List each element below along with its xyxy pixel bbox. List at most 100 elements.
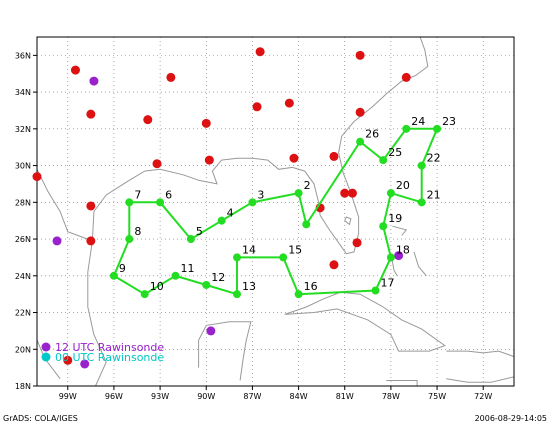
waypoint-label: 7 (134, 188, 141, 201)
lon-tick-label: 75W (428, 392, 446, 401)
waypoint-marker (125, 198, 134, 207)
lat-tick-label: 26N (15, 235, 31, 244)
rawinsonde-station-marker (289, 153, 299, 163)
coastline (284, 291, 446, 352)
rawinsonde-station-marker (347, 188, 357, 198)
waypoint-label: 24 (411, 115, 425, 128)
waypoint-marker (294, 189, 303, 198)
waypoint-marker (386, 253, 395, 262)
rawinsonde-station-marker (340, 188, 350, 198)
waypoint-label: 6 (165, 188, 172, 201)
rawinsonde-station-marker (329, 151, 339, 161)
coastline (413, 251, 427, 277)
waypoint-marker (417, 198, 426, 207)
lat-tick-label: 36N (15, 51, 31, 60)
rawinsonde-station-marker (204, 155, 214, 165)
waypoint-marker (371, 286, 380, 295)
waypoint-label: 20 (396, 179, 410, 192)
rawinsonde-station-marker (355, 107, 365, 117)
coastline (392, 225, 408, 236)
rawinsonde-station-marker (143, 115, 153, 125)
waypoint-marker (125, 235, 134, 244)
waypoint-marker (386, 189, 395, 198)
waypoint-marker (417, 161, 426, 170)
lon-tick-label: 96W (105, 392, 123, 401)
lon-tick-label: 81W (336, 392, 354, 401)
waypoint-label: 4 (227, 207, 234, 220)
legend-00utc-label: 00 UTC Rawinsonde (55, 351, 164, 364)
lon-tick-label: 99W (59, 392, 77, 401)
waypoint-label: 5 (196, 225, 203, 238)
waypoint-label: 8 (134, 225, 141, 238)
waypoint-label: 12 (211, 271, 225, 284)
rawinsonde-station-marker (70, 65, 80, 75)
rawinsonde-stations (32, 47, 411, 369)
lon-tick-label: 87W (243, 392, 261, 401)
coastline (36, 169, 93, 242)
lon-tick-label: 72W (474, 392, 492, 401)
rawinsonde-station-marker (63, 355, 73, 365)
waypoint-marker (202, 280, 211, 289)
waypoint-marker (233, 253, 242, 262)
waypoint-label: 15 (288, 243, 302, 256)
rawinsonde-station-marker (206, 326, 216, 336)
waypoint-marker (109, 271, 118, 280)
lat-tick-label: 20N (15, 345, 31, 354)
lon-tick-label: 93W (151, 392, 169, 401)
waypoint-label: 23 (442, 115, 456, 128)
waypoint-marker (156, 198, 165, 207)
waypoint-marker (171, 271, 180, 280)
waypoint-marker (402, 124, 411, 133)
rawinsonde-station-marker (252, 102, 262, 112)
rawinsonde-station-marker (329, 260, 339, 270)
lat-tick-label: 32N (15, 125, 31, 134)
waypoint-marker (233, 290, 242, 299)
rawinsonde-station-marker (86, 109, 96, 119)
lat-tick-label: 18N (15, 382, 31, 391)
waypoint-label: 14 (242, 243, 256, 256)
waypoint-label: 26 (365, 128, 379, 141)
legend-12utc-label: 12 UTC Rawinsonde (55, 341, 164, 354)
rawinsonde-station-marker (284, 98, 294, 108)
legend-12utc-marker (41, 342, 51, 352)
rawinsonde-station-marker (255, 47, 265, 57)
waypoint-marker (186, 235, 195, 244)
waypoint-label: 16 (304, 280, 318, 293)
lat-tick-label: 34N (15, 88, 31, 97)
legend-00utc-marker (41, 352, 51, 362)
lon-tick-label: 78W (382, 392, 400, 401)
waypoint-marker (379, 222, 388, 231)
waypoint-label: 22 (427, 152, 441, 165)
lat-tick-label: 28N (15, 198, 31, 207)
rawinsonde-station-marker (394, 251, 404, 261)
waypoint-label: 19 (388, 212, 402, 225)
rawinsonde-station-marker (80, 359, 90, 369)
waypoint-marker (433, 124, 442, 133)
waypoint-label: 3 (257, 188, 264, 201)
rawinsonde-station-marker (355, 50, 365, 60)
rawinsonde-station-marker (52, 236, 62, 246)
waypoint-marker (279, 253, 288, 262)
waypoint-marker (248, 198, 257, 207)
waypoint-marker (217, 216, 226, 225)
waypoint-marker (294, 290, 303, 299)
rawinsonde-station-marker (152, 159, 162, 169)
rawinsonde-station-marker (89, 76, 99, 86)
footer-credit: GrADS: COLA/IGES (3, 414, 78, 423)
rawinsonde-station-marker (401, 72, 411, 82)
coastline (87, 36, 429, 387)
lat-tick-label: 22N (15, 309, 31, 318)
waypoint-marker (140, 290, 149, 299)
waypoint-marker (379, 156, 388, 165)
rawinsonde-station-marker (86, 236, 96, 246)
rawinsonde-station-marker (166, 72, 176, 82)
coastline (344, 216, 352, 226)
rawinsonde-station-marker (86, 201, 96, 211)
rawinsonde-station-marker (32, 172, 42, 182)
waypoint-label: 17 (381, 276, 395, 289)
rawinsonde-station-marker (201, 118, 211, 128)
axis-tick-labels: 99W 96W 93W 90W 87W 84W 81W 78W 75W 72W 18N 20N 22N 2… (15, 51, 493, 401)
